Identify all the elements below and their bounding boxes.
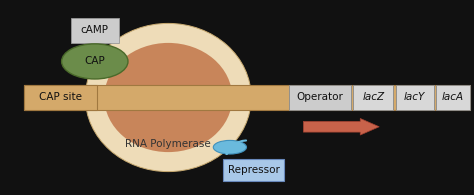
FancyBboxPatch shape (24, 85, 470, 110)
Ellipse shape (85, 23, 251, 172)
FancyBboxPatch shape (71, 18, 118, 43)
Text: lacZ: lacZ (362, 92, 384, 103)
Ellipse shape (104, 43, 232, 152)
FancyBboxPatch shape (353, 85, 393, 110)
FancyBboxPatch shape (24, 85, 97, 110)
Circle shape (213, 140, 246, 154)
Text: RNA Polymerase: RNA Polymerase (126, 139, 211, 149)
FancyBboxPatch shape (223, 159, 284, 181)
Text: Operator: Operator (297, 92, 343, 103)
Text: CAP site: CAP site (39, 92, 82, 103)
Text: lacY: lacY (404, 92, 426, 103)
FancyArrow shape (303, 119, 379, 135)
Text: CAP: CAP (84, 56, 105, 66)
Text: lacA: lacA (442, 92, 464, 103)
FancyBboxPatch shape (436, 85, 470, 110)
Text: cAMP: cAMP (81, 25, 109, 35)
FancyBboxPatch shape (396, 85, 434, 110)
FancyBboxPatch shape (289, 85, 351, 110)
Ellipse shape (62, 44, 128, 79)
Text: Repressor: Repressor (228, 165, 280, 175)
